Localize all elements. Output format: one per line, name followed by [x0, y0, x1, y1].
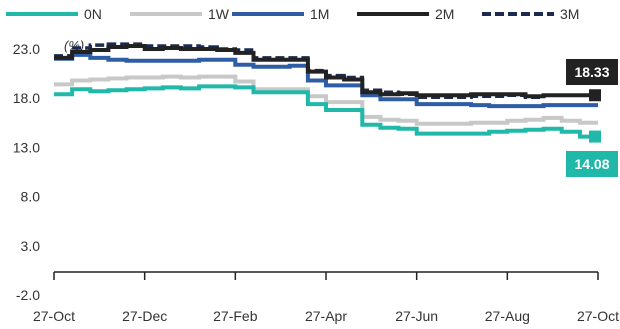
plot-area [54, 42, 598, 139]
end-value-callouts: 18.33 14.08 [566, 59, 618, 177]
callout-box-0n [566, 151, 618, 177]
legend-label-3m: 3M [560, 6, 579, 22]
series-line-1m [54, 52, 598, 109]
legend: 0N 1W 1M 2M 3M [6, 6, 579, 22]
y-axis: 23.0 18.0 13.0 8.0 3.0 -2.0 [13, 41, 40, 303]
x-tick-label: 27-Jun [395, 308, 438, 324]
legend-label-1w: 1W [208, 6, 230, 22]
end-marker-0n [589, 130, 601, 143]
y-tick-label: 3.0 [21, 238, 41, 254]
callout-box-2m [566, 59, 618, 85]
y-tick-label: 8.0 [21, 189, 41, 205]
legend-label-2m: 2M [435, 6, 454, 22]
y-tick-label: -2.0 [16, 287, 40, 303]
x-axis: 27-Oct 27-Dec 27-Feb 27-Apr 27-Jun 27-Aug 27-O… [33, 271, 619, 324]
legend-label-0n: 0N [84, 6, 102, 22]
x-tick-label: 27-Oct [577, 308, 619, 324]
y-tick-label: 23.0 [13, 41, 40, 57]
y-tick-label: 13.0 [13, 139, 40, 155]
series-line-2m [54, 44, 598, 99]
series-line-0n [54, 84, 598, 139]
x-tick-label: 27-Oct [33, 308, 75, 324]
legend-label-1m: 1M [310, 6, 329, 22]
y-tick-label: 18.0 [13, 90, 40, 106]
x-tick-label: 27-Dec [122, 308, 167, 324]
callout-value-2m: 18.33 [574, 64, 609, 80]
x-tick-label: 27-Aug [485, 308, 530, 324]
callout-value-0n: 14.08 [574, 156, 609, 172]
x-tick-label: 27-Feb [213, 308, 258, 324]
x-tick-label: 27-Apr [305, 308, 347, 324]
end-marker-2m [589, 89, 601, 102]
series-line-1w [54, 74, 598, 126]
